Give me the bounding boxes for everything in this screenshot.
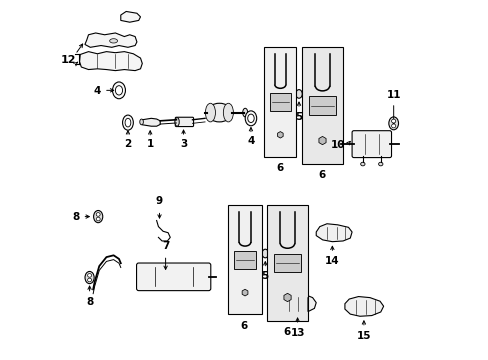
Text: 1: 1	[146, 139, 154, 149]
FancyBboxPatch shape	[136, 263, 210, 291]
Polygon shape	[80, 51, 142, 71]
Polygon shape	[284, 293, 290, 302]
Bar	[308, 96, 335, 115]
Ellipse shape	[96, 217, 100, 221]
Text: 8: 8	[86, 297, 93, 307]
Text: 13: 13	[290, 328, 304, 338]
Ellipse shape	[223, 103, 233, 122]
Text: 12: 12	[61, 54, 77, 64]
Ellipse shape	[140, 119, 143, 125]
FancyBboxPatch shape	[351, 131, 391, 158]
Ellipse shape	[388, 117, 398, 130]
Polygon shape	[85, 33, 137, 47]
Ellipse shape	[242, 108, 247, 117]
Text: 3: 3	[180, 139, 187, 149]
Ellipse shape	[262, 249, 268, 258]
Bar	[234, 251, 255, 269]
Ellipse shape	[87, 274, 91, 277]
Polygon shape	[344, 297, 383, 316]
Polygon shape	[242, 289, 247, 296]
Bar	[269, 93, 290, 111]
Text: 5: 5	[295, 112, 302, 122]
Bar	[228, 205, 261, 315]
Ellipse shape	[205, 103, 215, 122]
Ellipse shape	[87, 278, 91, 282]
Polygon shape	[121, 12, 140, 22]
Text: 6: 6	[276, 163, 284, 173]
Ellipse shape	[206, 103, 231, 122]
Ellipse shape	[391, 124, 395, 128]
Text: 9: 9	[156, 196, 163, 206]
Text: 10: 10	[330, 140, 345, 150]
Bar	[273, 253, 301, 272]
Text: 6: 6	[318, 170, 325, 180]
Text: 4: 4	[94, 86, 101, 96]
Ellipse shape	[115, 86, 122, 95]
Text: 4: 4	[247, 136, 254, 146]
Polygon shape	[318, 136, 325, 145]
Ellipse shape	[96, 213, 100, 216]
Text: 2: 2	[124, 139, 131, 149]
Ellipse shape	[378, 162, 382, 166]
Text: 5: 5	[261, 271, 268, 282]
Text: 11: 11	[386, 90, 400, 100]
Text: 6: 6	[283, 327, 290, 337]
Text: 8: 8	[72, 212, 80, 222]
Ellipse shape	[295, 90, 302, 98]
Polygon shape	[140, 118, 160, 126]
Ellipse shape	[244, 111, 256, 126]
Text: 14: 14	[325, 256, 339, 266]
Polygon shape	[277, 132, 283, 138]
Ellipse shape	[93, 211, 102, 223]
Text: 15: 15	[356, 330, 370, 341]
Text: 7: 7	[162, 241, 169, 251]
Polygon shape	[316, 224, 351, 242]
Ellipse shape	[175, 118, 179, 126]
Ellipse shape	[360, 162, 364, 166]
Ellipse shape	[122, 115, 133, 130]
Text: 6: 6	[241, 320, 247, 330]
Bar	[264, 47, 296, 157]
Ellipse shape	[109, 39, 117, 43]
FancyBboxPatch shape	[175, 117, 193, 127]
Bar	[301, 47, 343, 164]
Ellipse shape	[85, 271, 94, 284]
Ellipse shape	[112, 82, 125, 99]
Ellipse shape	[125, 118, 131, 127]
Ellipse shape	[391, 119, 395, 123]
Ellipse shape	[247, 114, 254, 122]
Polygon shape	[279, 293, 316, 314]
Bar	[266, 205, 308, 320]
